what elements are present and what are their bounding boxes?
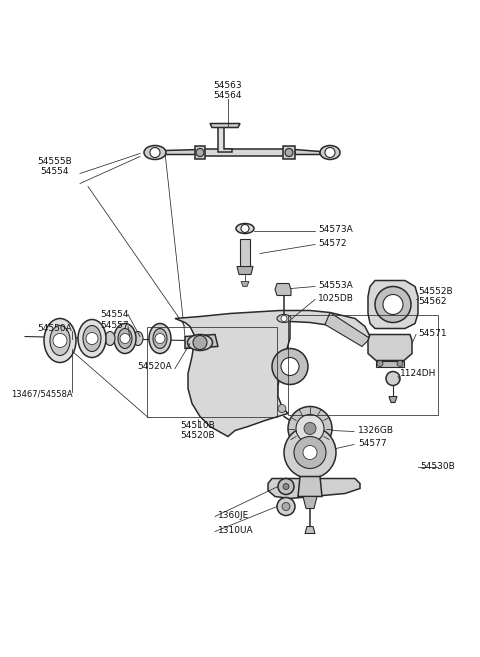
Text: 54571: 54571 [418,329,446,338]
Polygon shape [305,526,315,533]
Polygon shape [200,148,290,156]
Circle shape [397,361,403,367]
Ellipse shape [44,319,76,363]
Circle shape [278,405,286,413]
Polygon shape [218,127,232,152]
Ellipse shape [78,319,106,357]
Polygon shape [237,267,253,275]
Text: 54553A: 54553A [318,281,353,290]
Text: 54550A: 54550A [37,324,72,333]
Polygon shape [195,145,205,158]
Ellipse shape [277,315,291,323]
Circle shape [272,348,308,384]
Polygon shape [376,361,404,367]
Ellipse shape [105,332,115,346]
Text: 1025DB: 1025DB [318,294,354,303]
Circle shape [377,361,383,367]
Ellipse shape [320,145,340,160]
Polygon shape [389,397,397,403]
Ellipse shape [133,332,143,346]
Text: 54563
54564: 54563 54564 [214,81,242,101]
Polygon shape [165,150,200,154]
Circle shape [375,286,411,323]
Text: 54530B: 54530B [420,462,455,471]
Polygon shape [368,334,412,361]
Polygon shape [295,150,320,154]
Circle shape [281,357,299,376]
Text: 1124DH: 1124DH [400,369,436,378]
Polygon shape [303,497,317,509]
Polygon shape [175,311,370,436]
Text: 1360JE: 1360JE [218,511,249,520]
Ellipse shape [144,145,166,160]
Ellipse shape [236,223,254,233]
Circle shape [150,148,160,158]
Polygon shape [283,145,295,158]
Ellipse shape [118,328,132,348]
Ellipse shape [188,334,213,350]
Circle shape [281,315,287,321]
Text: 13467/54558A: 13467/54558A [11,389,73,398]
Circle shape [284,426,336,478]
Text: 54573A: 54573A [318,225,353,234]
Text: 54555B
54554: 54555B 54554 [37,157,72,176]
Text: 1310UA: 1310UA [218,526,253,535]
Circle shape [285,148,293,156]
Text: 54554: 54554 [101,310,129,319]
Circle shape [386,371,400,386]
Circle shape [86,332,98,344]
Circle shape [193,336,207,350]
Circle shape [277,497,295,516]
Circle shape [283,484,289,489]
Polygon shape [275,284,291,296]
Circle shape [278,478,294,495]
Circle shape [296,415,324,443]
Ellipse shape [149,323,171,353]
Circle shape [303,445,317,459]
Circle shape [304,422,316,434]
Bar [147,327,277,417]
Ellipse shape [83,325,101,351]
Text: 54520A: 54520A [138,362,172,371]
Text: 54572: 54572 [318,239,347,248]
Circle shape [282,503,290,510]
Polygon shape [185,334,218,348]
Polygon shape [298,476,322,497]
Polygon shape [241,281,249,286]
Circle shape [196,148,204,156]
Ellipse shape [114,323,136,353]
Text: 54552B
54562: 54552B 54562 [418,287,453,306]
Bar [288,315,438,415]
Ellipse shape [50,325,70,355]
Ellipse shape [153,328,167,348]
Polygon shape [240,238,250,267]
Circle shape [155,334,165,344]
Polygon shape [325,313,370,346]
Circle shape [120,334,130,344]
Circle shape [383,294,403,315]
Circle shape [288,407,332,451]
Polygon shape [210,124,240,127]
Circle shape [53,334,67,348]
Text: 54577: 54577 [358,439,386,448]
Circle shape [325,148,335,158]
Circle shape [294,436,326,468]
Text: 54557: 54557 [101,321,129,330]
Text: 1326GB: 1326GB [358,426,394,435]
Polygon shape [268,478,360,499]
Text: 54510B
54520B: 54510B 54520B [180,420,216,440]
Polygon shape [368,281,418,328]
Circle shape [241,225,249,233]
